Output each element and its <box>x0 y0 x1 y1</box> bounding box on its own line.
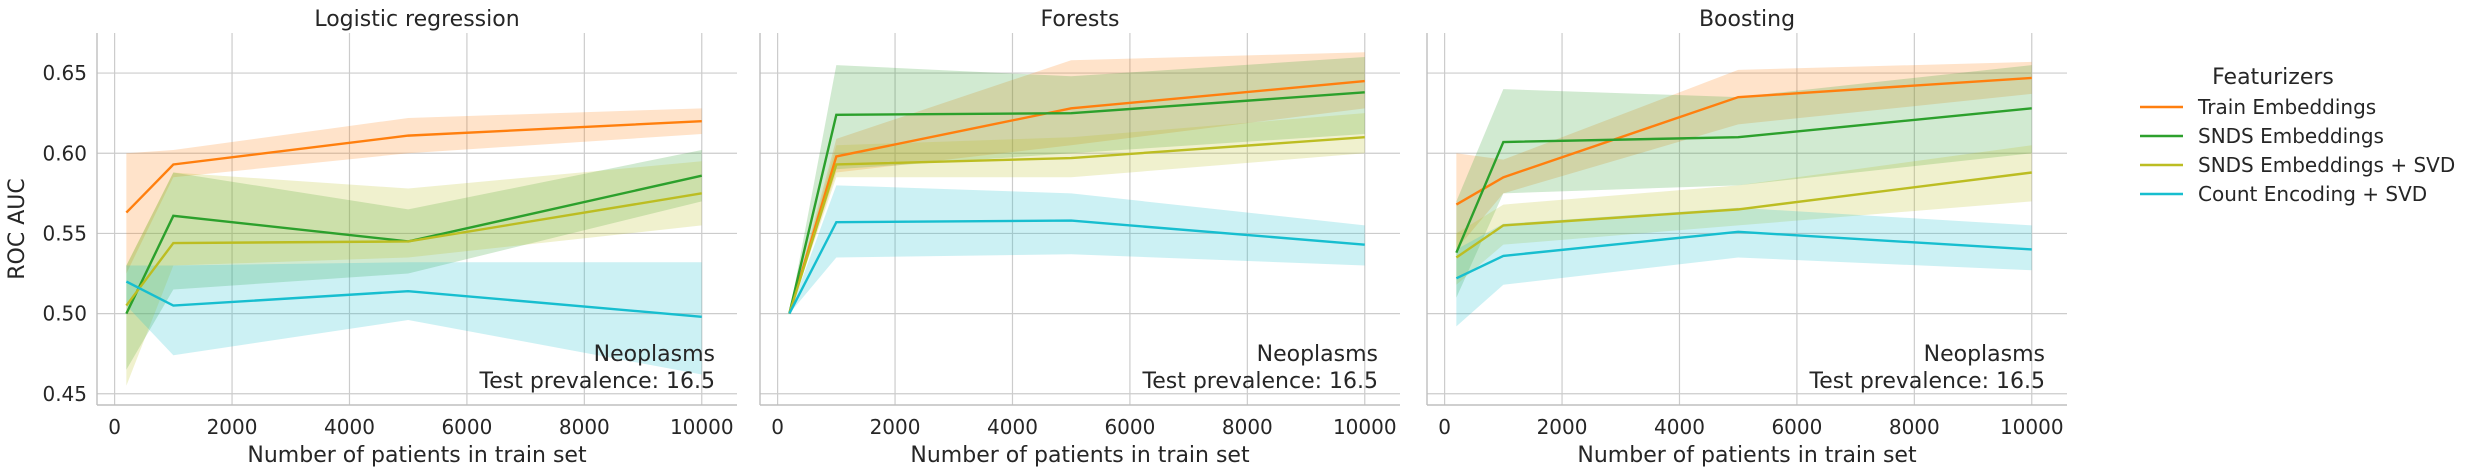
x-tick-label: 0 <box>108 415 121 439</box>
series-line-snds-embeddings-svd <box>788 136 1365 314</box>
ci-band-snds-embeddings-svd <box>789 113 1365 314</box>
legend: Featurizers Train Embeddings SNDS Embeddin… <box>2140 65 2455 206</box>
x-tick-label: 10000 <box>1333 415 1397 439</box>
panel-annotation: Neoplasms <box>1257 342 1378 367</box>
series-line-train-embeddings <box>1455 76 2032 206</box>
x-tick-label: 0 <box>1438 415 1451 439</box>
x-tick-label: 2000 <box>1537 415 1588 439</box>
x-axis-label: Number of patients in train set <box>247 443 587 468</box>
panel-annotation: Test prevalence: 16.5 <box>1142 369 1379 394</box>
ci-band-count-encoding-svd <box>126 262 702 375</box>
x-tick-label: 6000 <box>441 415 492 439</box>
series-line-count-encoding-svd <box>125 280 702 319</box>
panel-forests: 0 2000 4000 6000 8000 10000 Forests NeoplasmsTe… <box>759 7 1400 468</box>
panel-annotation: Neoplasms <box>1924 342 2045 367</box>
x-tick-label: 4000 <box>1654 415 1705 439</box>
series-line-count-encoding-svd <box>1455 230 2032 280</box>
ci-band-train-embeddings <box>1456 61 2032 250</box>
x-tick-label: 6000 <box>1771 415 1822 439</box>
ci-band-snds-embeddings-svd <box>1456 145 2032 285</box>
panel-title: Forests <box>1041 7 1120 32</box>
ci-band-snds-embeddings <box>126 150 702 370</box>
legend-entry: SNDS Embeddings + SVD <box>2198 153 2455 177</box>
legend-title: Featurizers <box>2212 65 2334 90</box>
ci-band-train-embeddings <box>126 108 702 274</box>
x-tick-label: 6000 <box>1104 415 1155 439</box>
panels-layer: 0 2000 4000 6000 8000 10000 0.45 0.50 0.55 0.60 0.… <box>42 7 2067 468</box>
x-tick-label: 8000 <box>1222 415 1273 439</box>
series-line-train-embeddings <box>788 79 1365 314</box>
series-line-snds-embeddings <box>1455 107 2032 254</box>
x-tick-label: 0 <box>771 415 784 439</box>
panel-logistic-regression: 0 2000 4000 6000 8000 10000 0.45 0.50 0.55 0.60 0.… <box>42 7 737 468</box>
x-tick-label: 8000 <box>1889 415 1940 439</box>
series-line-snds-embeddings <box>788 91 1365 314</box>
series-line-snds-embeddings-svd <box>1455 171 2032 259</box>
legend-entry: Train Embeddings <box>2197 95 2376 119</box>
panel-annotation: Test prevalence: 16.5 <box>479 369 716 394</box>
panel-title: Boosting <box>1699 7 1795 32</box>
ci-band-count-encoding-svd <box>789 185 1365 314</box>
y-axis-label: ROC AUC <box>5 178 30 279</box>
x-axis-label: Number of patients in train set <box>910 443 1250 468</box>
series-line-train-embeddings <box>125 119 702 214</box>
x-tick-label: 4000 <box>324 415 375 439</box>
ci-band-snds-embeddings <box>789 57 1365 314</box>
x-tick-label: 8000 <box>559 415 610 439</box>
panel-boosting: 0 2000 4000 6000 8000 10000 Boosting NeoplasmsT… <box>1426 7 2067 468</box>
ci-band-train-embeddings <box>789 52 1365 314</box>
panel-title: Logistic regression <box>314 7 519 32</box>
x-tick-label: 10000 <box>670 415 734 439</box>
series-line-count-encoding-svd <box>788 219 1365 315</box>
y-tick-label: 0.55 <box>42 221 87 245</box>
panel-annotation: Neoplasms <box>594 342 715 367</box>
y-tick-label: 0.45 <box>42 382 87 406</box>
x-tick-label: 2000 <box>207 415 258 439</box>
legend-entry: SNDS Embeddings <box>2198 124 2384 148</box>
y-tick-label: 0.65 <box>42 61 87 85</box>
y-tick-label: 0.50 <box>42 302 87 326</box>
x-tick-label: 2000 <box>870 415 921 439</box>
ci-band-count-encoding-svd <box>1456 207 2032 327</box>
y-tick-label: 0.60 <box>42 141 87 165</box>
panel-annotation: Test prevalence: 16.5 <box>1809 369 2046 394</box>
series-line-snds-embeddings <box>125 174 703 315</box>
legend-entry: Count Encoding + SVD <box>2198 182 2427 206</box>
series-line-snds-embeddings-svd <box>125 192 702 307</box>
x-tick-label: 4000 <box>987 415 1038 439</box>
x-axis-label: Number of patients in train set <box>1577 443 1917 468</box>
x-tick-label: 10000 <box>2000 415 2064 439</box>
